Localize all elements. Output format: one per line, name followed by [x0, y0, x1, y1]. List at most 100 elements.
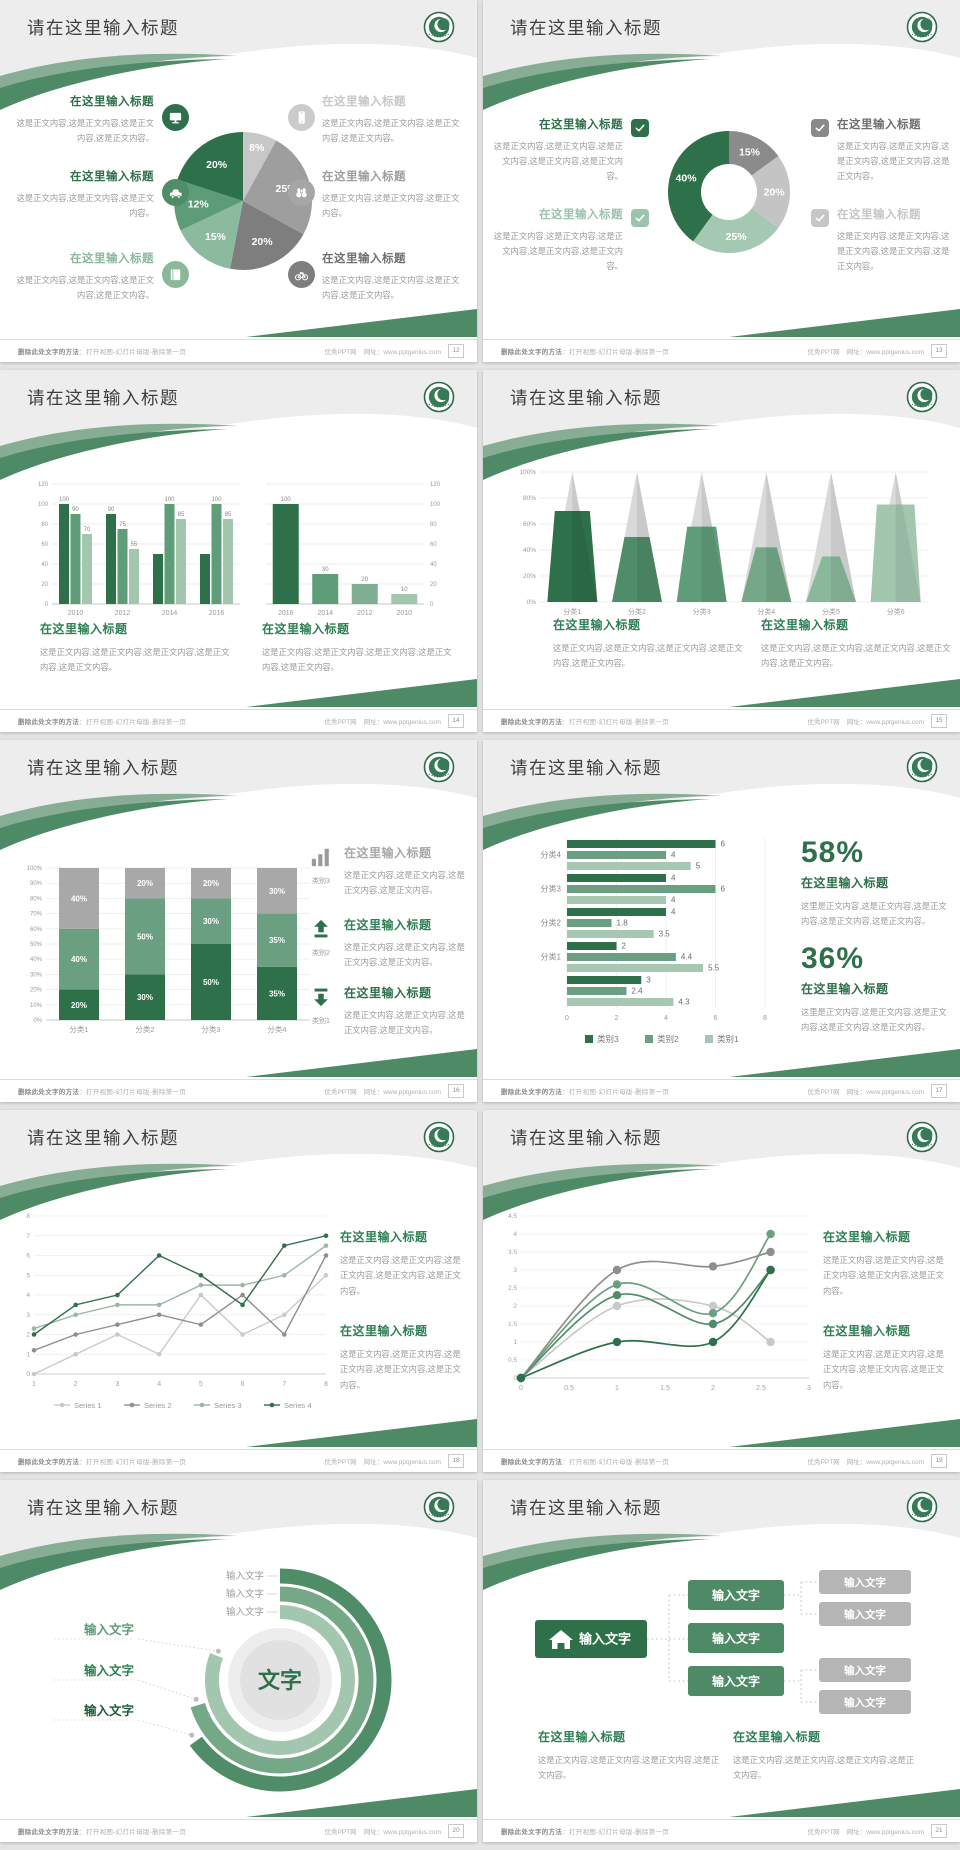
- bar-value-label: 10: [401, 587, 408, 593]
- bar: [567, 998, 674, 1006]
- slide-thumbnail-8[interactable]: 请在这里输入标题 0 0.5 1 1.5 2 2.5 3 3.5 4 4.5 0 0.5 1 1.5 2 2.…: [483, 1110, 960, 1472]
- y-tick-label: 40: [41, 562, 48, 568]
- root-node: [535, 1620, 647, 1658]
- school-logo: [904, 380, 940, 416]
- slide-thumbnail-9[interactable]: 请在这里输入标题 文字 输入文字 输入文字 输入文字 输入文字 输入文字 输入文字 删除此处…: [0, 1480, 477, 1842]
- y-category-label: 分类3: [541, 884, 562, 894]
- block-heading: 在这里输入标题: [733, 1730, 821, 1744]
- page-number: 18: [448, 1454, 464, 1468]
- bar-value-label: 3: [646, 976, 651, 985]
- slide-thumbnail-5[interactable]: 请在这里输入标题 0% 10% 20% 30% 40% 50% 60% 70% 80% 90% 10…: [0, 740, 477, 1102]
- legend-marker: [199, 1402, 205, 1408]
- data-point: [115, 1292, 120, 1298]
- slide-thumbnail-1[interactable]: 请在这里输入标题 8% 25% 20% 15% 12% 20% 在这里输入标题 这是正文内容,…: [0, 0, 477, 362]
- y-tick-label: 20%: [523, 573, 536, 580]
- slide-thumbnail-7[interactable]: 请在这里输入标题 0 1 2 3 4 5 6 7 8 1 2 3 4 5 6 7 8 Series 1 Series…: [0, 1110, 477, 1472]
- y-tick-label: 0: [513, 1375, 517, 1382]
- cone-shade: [637, 472, 662, 602]
- slide-content: 0 20 40 60 80 100 120 100 90 70 2010 90 75 55 2012 100 8…: [0, 370, 477, 710]
- legend-label: Series 2: [144, 1401, 172, 1410]
- footer-edit-hint: 删除此处文字的方法：打开视图-幻灯片母版-删除第一页: [18, 1829, 187, 1836]
- slide-thumbnail-4[interactable]: 请在这里输入标题 0% 20% 40% 60% 80% 100% 分类1 分类2 分类3 分类4 分…: [483, 370, 960, 732]
- x-tick-label: 2: [615, 1015, 619, 1022]
- block-body: 这是正文内容,这是正文内容,这是正文内容,这是正文内容,这是正文内容。: [340, 1349, 461, 1390]
- slide-background: [0, 1110, 477, 1472]
- x-tick-label: 0: [565, 1015, 569, 1022]
- block-body: 这是正文内容,这是正文内容,这是正文内容,这是正文内容,这是正文内容。: [823, 1349, 944, 1390]
- x-category-label: 2016: [209, 610, 225, 617]
- y-tick-label: 100: [430, 502, 441, 508]
- smooth-line-chart: 0 0.5 1 1.5 2 2.5 3 3.5 4 4.5 0 0.5 1 1.5 2 2.5 3: [508, 1213, 811, 1392]
- bar-value-label: 6: [721, 885, 726, 894]
- y-tick-label: 0: [45, 602, 49, 608]
- callout-heading: 在这里输入标题: [837, 209, 921, 221]
- cone-shade: [572, 472, 598, 602]
- line-series: [33, 1274, 327, 1375]
- bar-value-label: 90: [108, 507, 115, 513]
- bar: [567, 942, 617, 950]
- bar: [200, 554, 210, 604]
- block-heading: 在这里输入标题: [262, 622, 350, 636]
- callout-body: 这是正文内容,这是正文内容,这是正文内容,这是正文内容。: [16, 274, 154, 300]
- legend-marker: [59, 1402, 65, 1408]
- x-category-label: 分类1: [563, 607, 581, 616]
- bar-value-label: 1.8: [617, 919, 629, 928]
- line-series: [33, 1255, 327, 1351]
- data-point: [323, 1253, 329, 1258]
- callout-body: 这是正文内容,这是正文内容,这是正文内容。: [16, 192, 154, 218]
- x-tick-label: 1.5: [660, 1385, 670, 1392]
- y-tick-label: 120: [38, 482, 49, 488]
- bar-value-label: 4: [671, 908, 676, 917]
- slide-footer: 删除此处文字的方法：打开视图-幻灯片母版-删除第一页 优秀PPT网 网址：www.…: [0, 1449, 477, 1472]
- data-point: [766, 1265, 775, 1275]
- y-tick-label: 10%: [30, 1003, 43, 1009]
- slide-thumbnail-6[interactable]: 请在这里输入标题 0 2 4 6 8 6 4 5 分类4 4 6 4 分类3 4 1.8 3.5 分类2 2 4.4…: [483, 740, 960, 1102]
- y-tick-label: 2: [26, 1332, 30, 1339]
- legend-item-label: 类别2: [312, 950, 330, 957]
- block-body: 这是正文内容,这是正文内容,这是正文内容,这是正文内容,这是正文内容。: [262, 647, 452, 673]
- block-body: 这是正文内容,这是正文内容,这是正文内容,这是正文内容。: [344, 941, 465, 967]
- slide-thumbnail-2[interactable]: 请在这里输入标题 15% 20% 25% 40% 在这里输入标题 这是正文内容,这是正文内…: [483, 0, 960, 362]
- y-tick-label: 3: [26, 1312, 30, 1319]
- segment-label: 35%: [269, 989, 285, 998]
- data-point: [115, 1302, 120, 1308]
- x-category-label: 2012: [357, 610, 373, 617]
- callout-heading: 在这里输入标题: [322, 253, 406, 265]
- data-point: [281, 1332, 287, 1337]
- bar: [567, 885, 716, 893]
- x-tick-label: 1: [615, 1385, 619, 1392]
- slide-title: 请在这里输入标题: [510, 388, 662, 408]
- bar: [129, 549, 139, 604]
- bar-segment: [59, 989, 99, 1020]
- bar: [70, 514, 81, 604]
- bar-value-label: 100: [59, 497, 70, 503]
- text-block: 在这里输入标题 这是正文内容,这是正文内容,这是正文内容,这是正文内容,这是正文内…: [761, 616, 957, 672]
- stat-body: 这里是正文内容,这是正文内容,这是正文内容,这是正文内容,这是正文内容。: [801, 901, 947, 927]
- legend-label: 类别2: [657, 1034, 679, 1044]
- slide-footer: 删除此处文字的方法：打开视图-幻灯片母版-删除第一页 优秀PPT网 网址：www.…: [483, 1079, 960, 1102]
- block-heading: 在这里输入标题: [823, 1230, 911, 1244]
- segment-label: 30%: [203, 917, 219, 926]
- callout-heading: 在这里输入标题: [837, 119, 921, 131]
- data-point: [766, 1247, 775, 1257]
- stat-block: 58% 在这里输入标题 这里是正文内容,这是正文内容,这是正文内容,这是正文内容,这…: [801, 836, 949, 930]
- bar-segment: [257, 868, 297, 914]
- slide-footer: 删除此处文字的方法：打开视图-幻灯片母版-删除第一页 优秀PPT网 网址：www.…: [483, 709, 960, 732]
- bar: [567, 862, 691, 870]
- block-heading: 在这里输入标题: [761, 618, 849, 632]
- footer-credit: 优秀PPT网 网址：www.pptgenius.com 21: [808, 1824, 947, 1838]
- phone-icon: [298, 111, 305, 124]
- x-tick-label: 1: [32, 1381, 36, 1388]
- school-emblem-icon: [423, 751, 455, 783]
- segment-label: 20%: [203, 879, 219, 888]
- data-point: [73, 1332, 79, 1337]
- callout-body: 这是正文内容,这是正文内容,这是正文内容,这是正文内容,这是正文内容。: [493, 140, 623, 181]
- bar-value-label: 90: [72, 507, 79, 513]
- slide-thumbnail-10[interactable]: 请在这里输入标题 输入文字 输入文字 输入文字 输入文字 输入文字 输入文字 输入文字 输入文…: [483, 1480, 960, 1842]
- data-point: [240, 1302, 245, 1308]
- block-heading: 在这里输入标题: [40, 622, 128, 636]
- pie-slice-label: 25%: [726, 231, 748, 243]
- slide-thumbnail-3[interactable]: 请在这里输入标题 0 20 40 60 80 100 120 100 90 70 2010 90 75 5…: [0, 370, 477, 732]
- bar-value-label: 4.3: [678, 998, 690, 1007]
